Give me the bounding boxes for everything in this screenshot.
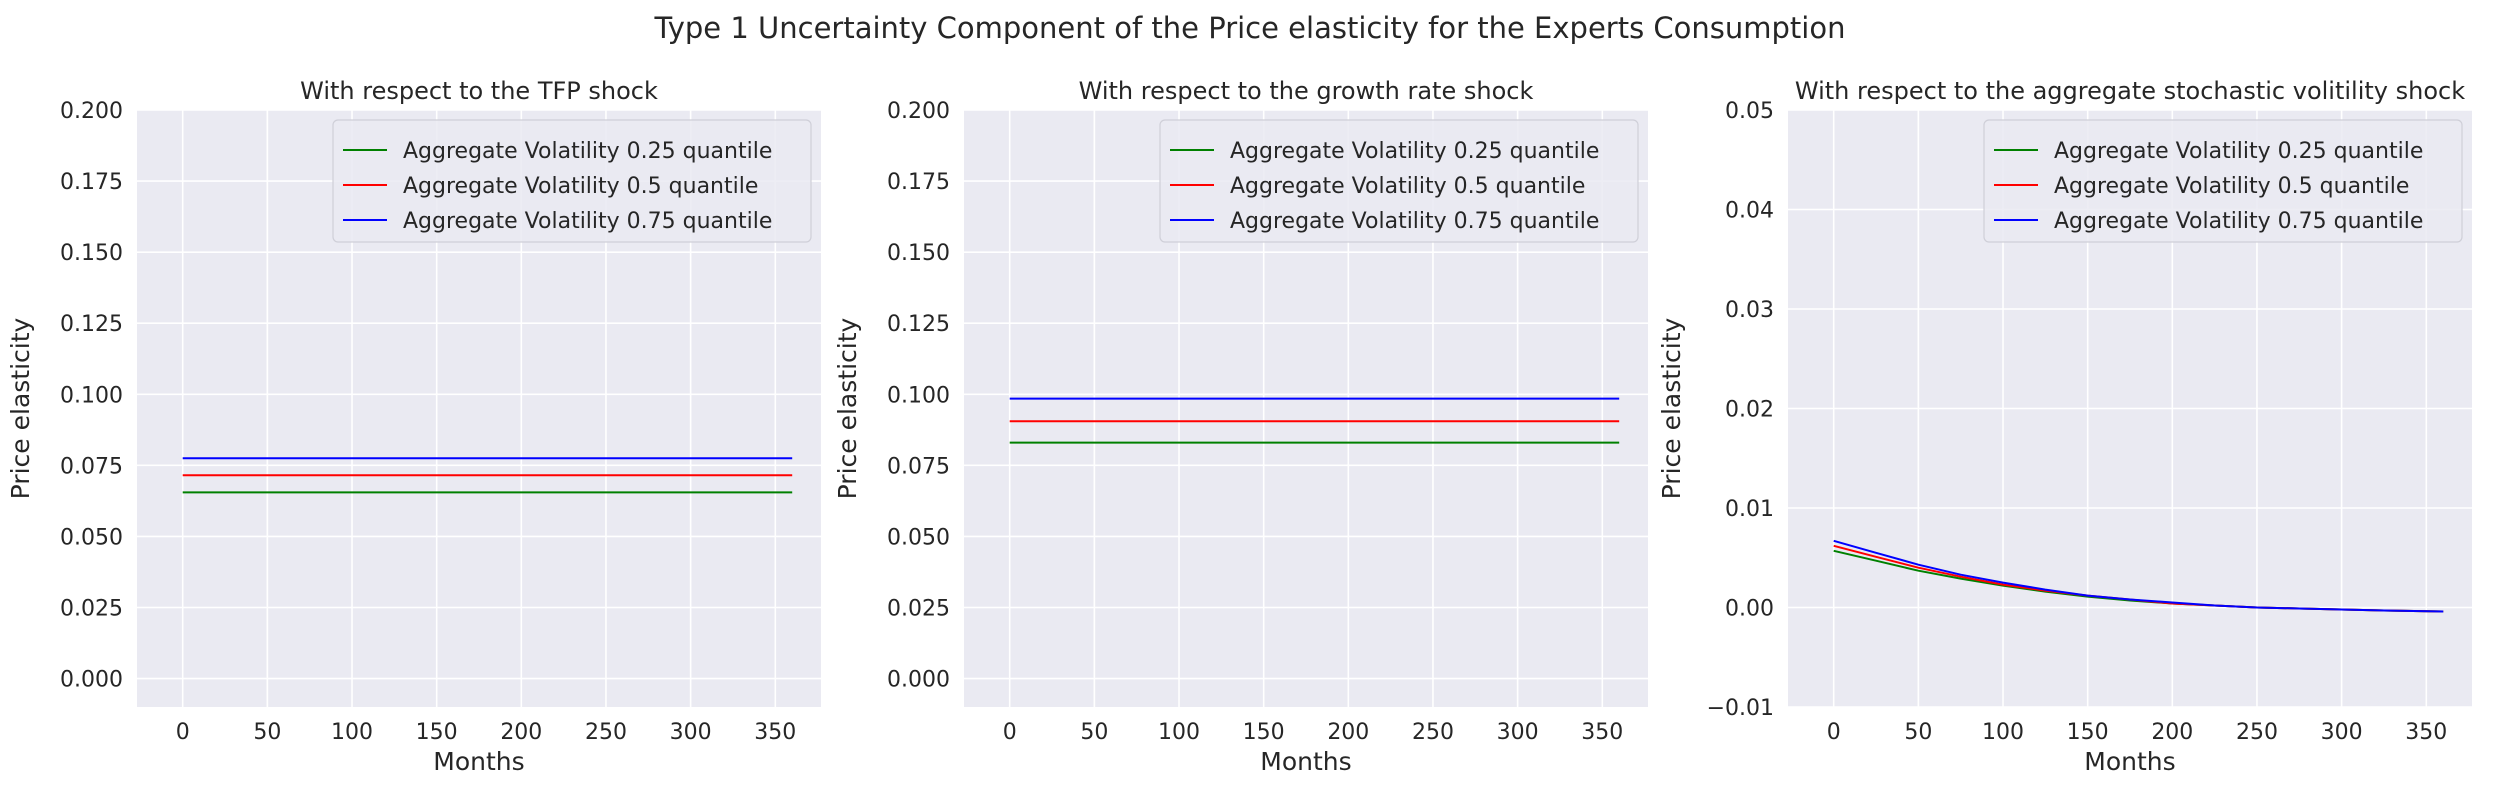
y-tick-label: 0.00 [1725,597,1774,622]
y-tick-label: 0.075 [60,454,123,479]
legend-entry: Aggregate Volatility 0.25 quantile [2054,139,2423,164]
x-tick-label: 100 [1982,720,2024,745]
figure-suptitle: Type 1 Uncertainty Component of the Pric… [654,11,1846,45]
y-tick-label: 0.05 [1725,99,1774,124]
y-tick-label: 0.150 [887,241,950,266]
y-tick-label: −0.01 [1707,696,1774,721]
x-tick-label: 200 [1327,720,1369,745]
x-tick-label: 100 [1158,720,1200,745]
chart-title: With respect to the TFP shock [300,77,658,105]
legend: Aggregate Volatility 0.25 quantile Aggreg… [332,119,812,243]
y-tick-label: 0.125 [60,312,123,337]
legend-entry: Aggregate Volatility 0.5 quantile [2054,174,2409,199]
legend-box [332,119,812,243]
y-tick-label: 0.100 [60,383,123,408]
y-tick-label: 0.050 [60,525,123,550]
x-axis-label: Months [2084,747,2175,776]
y-axis-label: Price elasticity [1657,317,1686,499]
chart-panel-2: 0 50 100 150 200 250 300 350 0.000 0.025 0.050 0.07… [833,77,1648,776]
series-line-3 [1833,539,2444,613]
x-tick-label: 50 [253,720,281,745]
x-tick-label: 200 [500,720,542,745]
chart-title: With respect to the growth rate shock [1079,77,1534,105]
legend-entry: Aggregate Volatility 0.75 quantile [403,209,772,234]
legend-entry: Aggregate Volatility 0.5 quantile [1230,174,1585,199]
x-axis-label: Months [433,747,524,776]
x-tick-label: 300 [1497,720,1539,745]
y-tick-label: 0.000 [60,668,123,693]
x-tick-label: 150 [416,720,458,745]
x-tick-label: 0 [1827,720,1841,745]
x-tick-label: 350 [754,720,796,745]
legend-entry: Aggregate Volatility 0.25 quantile [1230,139,1599,164]
x-tick-label: 250 [2236,720,2278,745]
legend: Aggregate Volatility 0.25 quantile Aggreg… [1159,119,1639,243]
y-tick-label: 0.150 [60,241,123,266]
y-tick-label: 0.050 [887,525,950,550]
legend-box [1983,119,2463,243]
y-tick-label: 0.200 [887,99,950,124]
legend-entry: Aggregate Volatility 0.75 quantile [1230,209,1599,234]
y-tick-label: 0.175 [60,170,123,195]
x-tick-label: 300 [670,720,712,745]
chart-title: With respect to the aggregate stochastic… [1795,77,2465,105]
legend-entry: Aggregate Volatility 0.75 quantile [2054,209,2423,234]
x-tick-label: 250 [585,720,627,745]
x-tick-label: 300 [2321,720,2363,745]
y-tick-label: 0.03 [1725,298,1774,323]
y-tick-label: 0.02 [1725,398,1774,423]
x-tick-label: 150 [1243,720,1285,745]
y-tick-label: 0.100 [887,383,950,408]
y-tick-label: 0.000 [887,668,950,693]
y-tick-label: 0.01 [1725,497,1774,522]
y-tick-label: 0.125 [887,312,950,337]
y-tick-label: 0.200 [60,99,123,124]
x-tick-label: 150 [2067,720,2109,745]
chart-panel-3: 0 50 100 150 200 250 300 350 −0.01 0.00 0.01 0.02 0.… [1657,77,2472,776]
legend-box [1159,119,1639,243]
y-tick-label: 0.025 [887,597,950,622]
x-tick-label: 0 [176,720,190,745]
x-tick-label: 250 [1412,720,1454,745]
x-tick-label: 100 [331,720,373,745]
y-axis-label: Price elasticity [6,317,35,499]
legend: Aggregate Volatility 0.25 quantile Aggreg… [1983,119,2463,243]
x-tick-label: 50 [1904,720,1932,745]
y-tick-label: 0.04 [1725,199,1774,224]
y-axis-label: Price elasticity [833,317,862,499]
x-tick-label: 0 [1003,720,1017,745]
chart-panel-1: 0 50 100 150 200 250 300 350 0.000 0.025 0.050 0.07… [6,77,821,776]
y-tick-label: 0.175 [887,170,950,195]
y-tick-label: 0.075 [887,454,950,479]
x-tick-label: 350 [2405,720,2447,745]
x-axis-label: Months [1260,747,1351,776]
legend-entry: Aggregate Volatility 0.5 quantile [403,174,758,199]
x-tick-label: 350 [1581,720,1623,745]
legend-entry: Aggregate Volatility 0.25 quantile [403,139,772,164]
x-tick-label: 200 [2151,720,2193,745]
y-tick-label: 0.025 [60,597,123,622]
x-tick-label: 50 [1080,720,1108,745]
